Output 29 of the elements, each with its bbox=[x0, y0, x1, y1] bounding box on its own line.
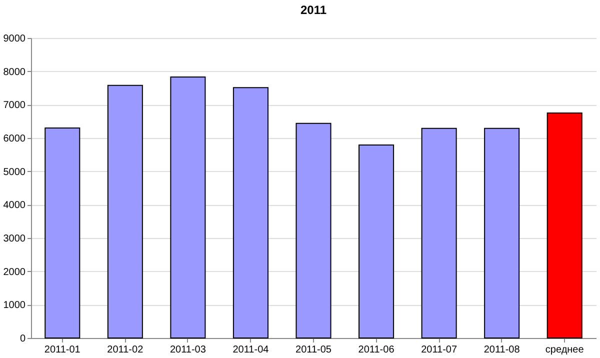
y-tick-label: 6000 bbox=[3, 134, 26, 144]
y-tick-label: 7000 bbox=[3, 100, 26, 112]
y-tick-label: 8000 bbox=[3, 66, 26, 78]
bar bbox=[44, 128, 80, 338]
chart-title: 2011 bbox=[300, 3, 327, 17]
y-tick-label: 1000 bbox=[3, 300, 26, 312]
x-tick-label: 2011-04 bbox=[232, 344, 270, 356]
x-tick-label: среднее bbox=[545, 344, 584, 356]
x-tick-label: 2011-08 bbox=[484, 344, 520, 356]
x-tick-label: 2011-02 bbox=[107, 344, 144, 356]
y-tick-label: 0 bbox=[20, 334, 26, 344]
y-tick-label: 3000 bbox=[3, 234, 26, 244]
bar bbox=[232, 87, 268, 338]
x-tick-label: 2011-01 bbox=[44, 344, 81, 356]
bar bbox=[107, 84, 143, 338]
x-tick-label: 2011-03 bbox=[170, 344, 206, 356]
x-tick-label: 2011-06 bbox=[358, 344, 395, 356]
x-tick-label: 2011-05 bbox=[296, 344, 332, 356]
bar bbox=[358, 144, 394, 338]
y-tick-label: 4000 bbox=[3, 200, 26, 212]
y-tick-label: 9000 bbox=[3, 34, 26, 44]
bar bbox=[546, 112, 582, 338]
bar bbox=[421, 128, 457, 338]
bar bbox=[296, 122, 332, 338]
bar bbox=[484, 128, 520, 338]
bar bbox=[170, 76, 206, 338]
y-tick-label: 2000 bbox=[3, 266, 26, 278]
y-tick-label: 5000 bbox=[3, 166, 26, 178]
x-tick-label: 2011-07 bbox=[421, 344, 458, 356]
